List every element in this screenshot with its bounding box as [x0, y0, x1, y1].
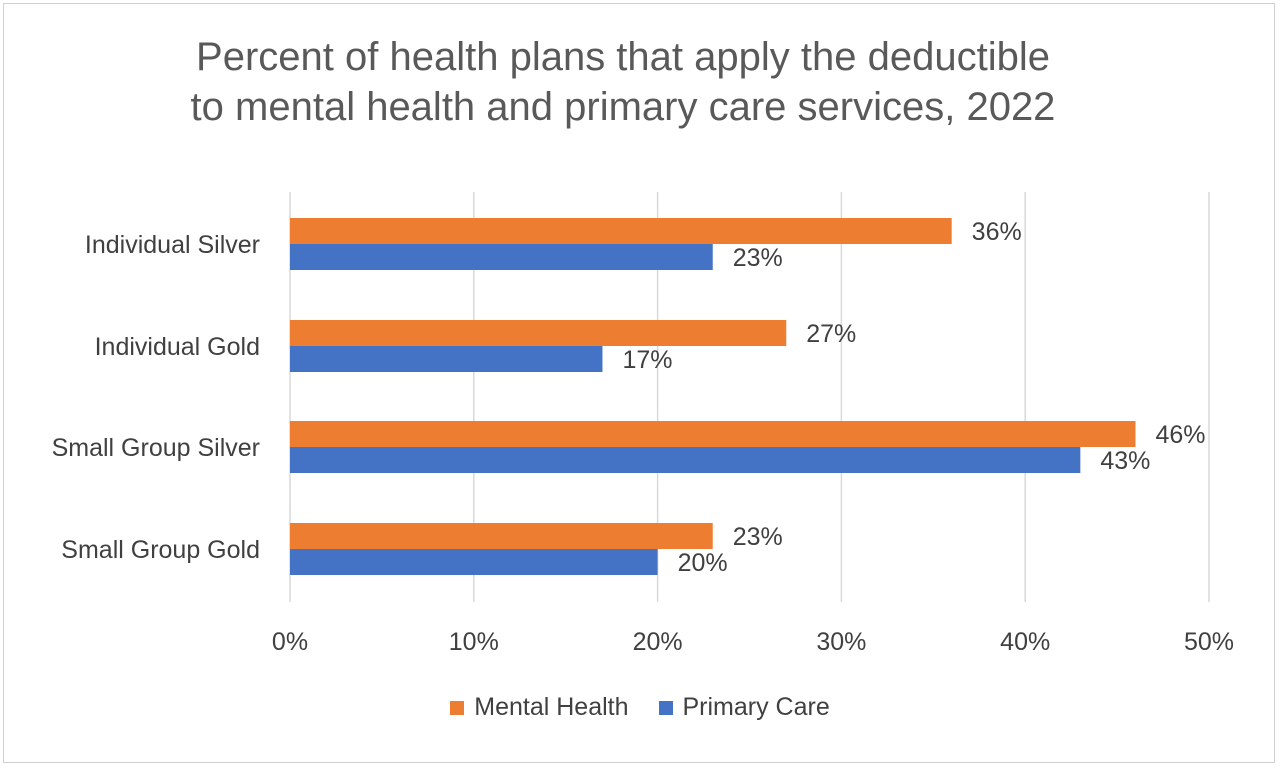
- x-tick-label-4: 40%: [1000, 628, 1050, 656]
- category-label-0: Individual Silver: [85, 231, 260, 259]
- bar-0-3: [290, 523, 713, 549]
- chart-title: Percent of health plans that apply the d…: [0, 32, 1246, 132]
- bar-0-2: [290, 421, 1136, 447]
- legend-swatch-mental-health: [450, 700, 465, 715]
- x-tick-label-1: 10%: [449, 628, 499, 656]
- category-label-2: Small Group Silver: [52, 434, 260, 462]
- data-label-1-2: 43%: [1100, 447, 1150, 475]
- data-label-0-1: 27%: [806, 320, 856, 348]
- chart-legend: Mental Health Primary Care: [0, 693, 1280, 722]
- chart-title-line-1: Percent of health plans that apply the d…: [196, 35, 1050, 79]
- bar-1-3: [290, 549, 658, 575]
- x-tick-label-3: 30%: [816, 628, 866, 656]
- chart-title-line-2: to mental health and primary care servic…: [190, 85, 1056, 129]
- bar-0-1: [290, 320, 787, 346]
- x-tick-label-2: 20%: [633, 628, 683, 656]
- legend-swatch-primary-care: [658, 700, 673, 715]
- category-label-1: Individual Gold: [95, 333, 260, 361]
- chart-frame: [3, 3, 1275, 763]
- legend-label-primary-care: Primary Care: [682, 693, 830, 721]
- data-label-1-1: 17%: [622, 346, 672, 374]
- bar-1-1: [290, 346, 603, 372]
- legend-label-mental-health: Mental Health: [474, 693, 629, 721]
- bar-1-0: [290, 244, 713, 270]
- category-label-3: Small Group Gold: [61, 536, 260, 564]
- data-label-1-3: 20%: [678, 549, 728, 577]
- data-label-0-3: 23%: [733, 523, 783, 551]
- data-label-0-2: 46%: [1155, 421, 1205, 449]
- data-label-1-0: 23%: [733, 244, 783, 272]
- bar-1-2: [290, 447, 1081, 473]
- legend-item-primary-care: Primary Care: [658, 693, 830, 722]
- x-tick-label-0: 0%: [272, 628, 308, 656]
- legend-item-mental-health: Mental Health: [450, 693, 629, 722]
- x-tick-label-5: 50%: [1184, 628, 1234, 656]
- data-label-0-0: 36%: [972, 218, 1022, 246]
- bar-0-0: [290, 218, 952, 244]
